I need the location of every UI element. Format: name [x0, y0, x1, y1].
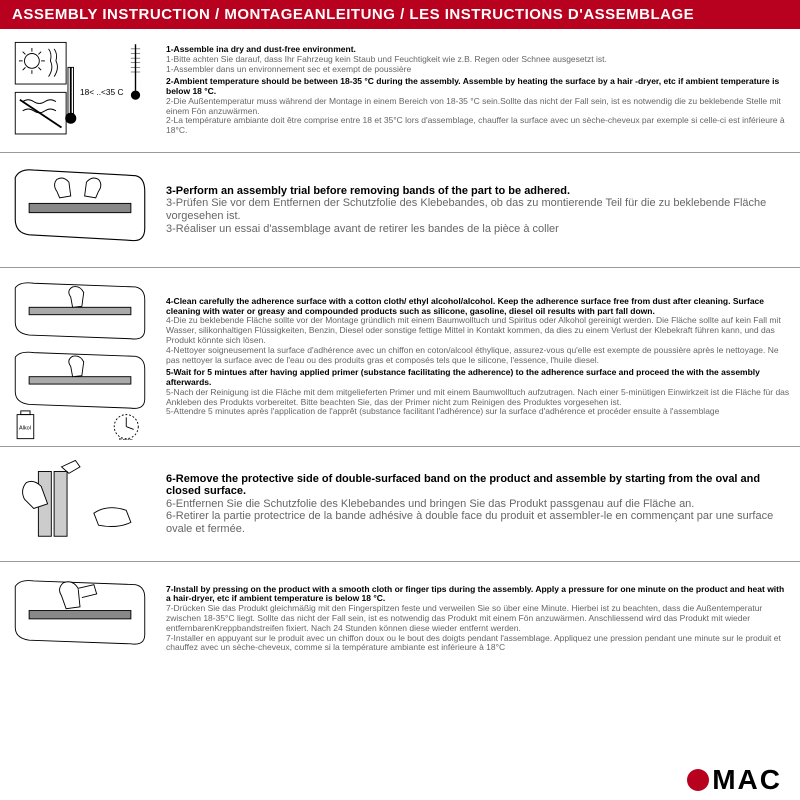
trial-icon — [6, 159, 154, 261]
step-2-de: 2-Die Außentemperatur muss während der M… — [166, 97, 790, 117]
step-5-fr: 5-Attendre 5 minutes après l'application… — [166, 407, 790, 417]
text-block-1: 1-Assemble ina dry and dust-free environ… — [160, 29, 800, 152]
step-2-title: 2-Ambient temperature should be between … — [166, 77, 790, 97]
step-4-fr: 4-Nettoyer soigneusement la surface d'ad… — [166, 346, 790, 366]
step-7-fr: 7-Installer en appuyant sur le produit a… — [166, 634, 790, 654]
clean-icon: Alkol 5min — [6, 274, 154, 441]
step-7-de: 7-Drücken Sie das Produkt gleichmäßig mi… — [166, 604, 790, 633]
footer: MAC — [0, 760, 800, 800]
svg-text:Alkol: Alkol — [19, 425, 31, 431]
illustration-trial — [0, 153, 160, 267]
step-4: 4-Clean carefully the adherence surface … — [166, 297, 790, 365]
step-6-title: 6-Remove the protective side of double-s… — [166, 473, 790, 498]
step-5: 5-Wait for 5 mintues after having applie… — [166, 368, 790, 417]
temperature-icon: 18< ..<35 C — [6, 35, 154, 146]
svg-text:5min: 5min — [119, 437, 133, 440]
step-4-title: 4-Clean carefully the adherence surface … — [166, 297, 790, 317]
remove-tape-icon — [6, 453, 154, 555]
content-area: 18< ..<35 C 1-Assemble ina dry and dust-… — [0, 29, 800, 760]
illustration-press — [0, 562, 160, 676]
illustration-remove-tape — [0, 447, 160, 561]
text-block-3: 4-Clean carefully the adherence surface … — [160, 268, 800, 447]
step-7: 7-Install by pressing on the product wit… — [166, 585, 790, 653]
step-1-fr: 1-Assembler dans un environnement sec et… — [166, 65, 790, 75]
step-5-de: 5-Nach der Reinigung ist die Fläche mit … — [166, 388, 790, 408]
svg-text:18< ..<35 C: 18< ..<35 C — [80, 87, 123, 97]
step-3-de: 3-Prüfen Sie vor dem Entfernen der Schut… — [166, 197, 790, 222]
step-2-fr: 2-La température ambiante doit être comp… — [166, 116, 790, 136]
step-3-title: 3-Perform an assembly trial before remov… — [166, 185, 790, 198]
step-5-title: 5-Wait for 5 mintues after having applie… — [166, 368, 790, 388]
instruction-row-4: 6-Remove the protective side of double-s… — [0, 447, 800, 562]
logo-text: MAC — [712, 764, 782, 796]
step-2: 2-Ambient temperature should be between … — [166, 77, 790, 136]
step-4-de: 4-Die zu beklebende Fläche sollte vor de… — [166, 316, 790, 345]
brand-logo: MAC — [687, 764, 782, 796]
text-block-4: 6-Remove the protective side of double-s… — [160, 447, 800, 561]
step-6-fr: 6-Retirer la partie protectrice de la ba… — [166, 510, 790, 535]
instruction-row-3: Alkol 5min 4-Clean carefully the adheren… — [0, 268, 800, 448]
logo-dot-icon — [687, 769, 709, 791]
step-6: 6-Remove the protective side of double-s… — [166, 473, 790, 536]
instruction-row-1: 18< ..<35 C 1-Assemble ina dry and dust-… — [0, 29, 800, 153]
header-bar: ASSEMBLY INSTRUCTION / MONTAGEANLEITUNG … — [0, 0, 800, 29]
header-title: ASSEMBLY INSTRUCTION / MONTAGEANLEITUNG … — [12, 6, 694, 23]
step-1: 1-Assemble ina dry and dust-free environ… — [166, 45, 790, 74]
step-6-de: 6-Entfernen Sie die Schutzfolie des Kleb… — [166, 498, 790, 511]
page-container: ASSEMBLY INSTRUCTION / MONTAGEANLEITUNG … — [0, 0, 800, 800]
text-block-2: 3-Perform an assembly trial before remov… — [160, 153, 800, 267]
illustration-temperature: 18< ..<35 C — [0, 29, 160, 152]
step-3-fr: 3-Réaliser un essai d'assemblage avant d… — [166, 223, 790, 236]
instruction-row-2: 3-Perform an assembly trial before remov… — [0, 153, 800, 268]
illustration-clean: Alkol 5min — [0, 268, 160, 447]
text-block-5: 7-Install by pressing on the product wit… — [160, 562, 800, 676]
step-7-title: 7-Install by pressing on the product wit… — [166, 585, 790, 605]
press-icon — [6, 568, 154, 670]
instruction-row-5: 7-Install by pressing on the product wit… — [0, 562, 800, 676]
step-3: 3-Perform an assembly trial before remov… — [166, 185, 790, 236]
